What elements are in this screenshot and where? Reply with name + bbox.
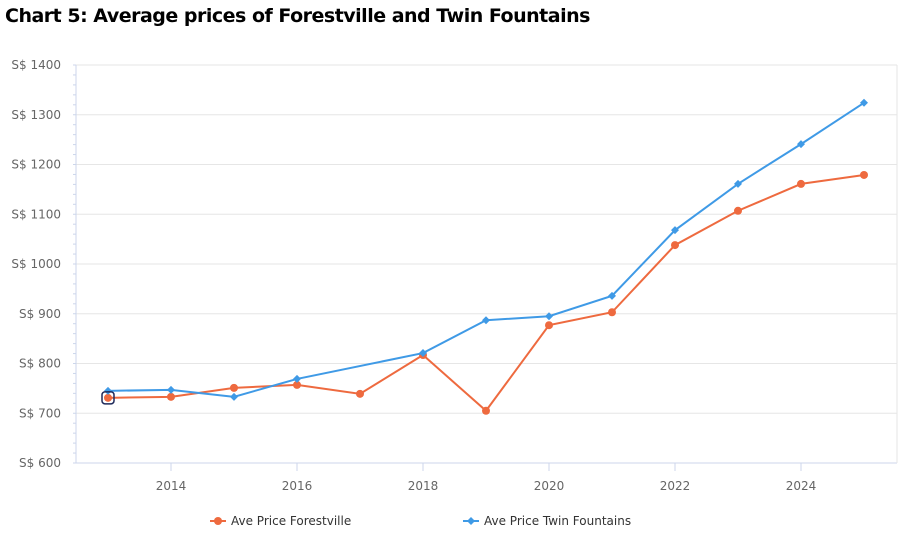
- x-tick-label: 2020: [534, 479, 565, 493]
- data-point: [671, 241, 679, 250]
- series-line-1: [107, 101, 865, 398]
- y-tick-label: S$ 1400: [11, 58, 61, 72]
- data-point: [230, 392, 238, 401]
- data-point: [419, 349, 427, 358]
- y-tick-label: S$ 1200: [11, 158, 61, 172]
- x-tick-label: 2016: [282, 479, 313, 493]
- data-point: [860, 170, 868, 179]
- data-point: [104, 386, 112, 395]
- data-point: [545, 312, 553, 321]
- series-line-0: [107, 173, 865, 413]
- legend-marker: [214, 517, 222, 525]
- y-tick-label: S$ 600: [19, 456, 61, 470]
- data-point: [734, 179, 742, 188]
- y-tick-label: S$ 1000: [11, 257, 61, 271]
- x-tick-label: 2018: [408, 479, 439, 493]
- data-point: [293, 380, 301, 389]
- data-point: [230, 383, 238, 392]
- y-tick-label: S$ 700: [19, 406, 61, 420]
- data-point: [356, 389, 364, 398]
- data-point: [482, 406, 490, 415]
- y-tick-label: S$ 1300: [11, 108, 61, 122]
- data-point: [671, 226, 679, 235]
- y-tick-label: S$ 1100: [11, 207, 61, 221]
- data-point: [608, 291, 616, 300]
- data-point: [608, 308, 616, 317]
- legend-item[interactable]: Ave Price Twin Fountains: [463, 514, 631, 528]
- y-tick-label: S$ 900: [19, 307, 61, 321]
- legend-label: Ave Price Forestville: [231, 514, 351, 528]
- data-point: [734, 206, 742, 215]
- x-tick-label: 2024: [786, 479, 817, 493]
- data-point: [545, 321, 553, 330]
- x-tick-label: 2014: [156, 479, 187, 493]
- data-point: [860, 98, 868, 107]
- chart-title: Chart 5: Average prices of Forestville a…: [5, 5, 590, 27]
- legend-item[interactable]: Ave Price Forestville: [210, 514, 351, 528]
- data-point: [167, 392, 175, 401]
- data-point: [167, 385, 175, 394]
- y-tick-label: S$ 800: [19, 357, 61, 371]
- x-tick-label: 2022: [660, 479, 691, 493]
- data-point: [104, 393, 112, 402]
- data-point: [797, 140, 805, 149]
- legend-label: Ave Price Twin Fountains: [484, 514, 631, 528]
- data-point: [797, 179, 805, 188]
- data-point: [293, 374, 301, 383]
- legend-marker: [467, 517, 475, 525]
- highlight-marker: [101, 391, 115, 405]
- data-point: [482, 316, 490, 325]
